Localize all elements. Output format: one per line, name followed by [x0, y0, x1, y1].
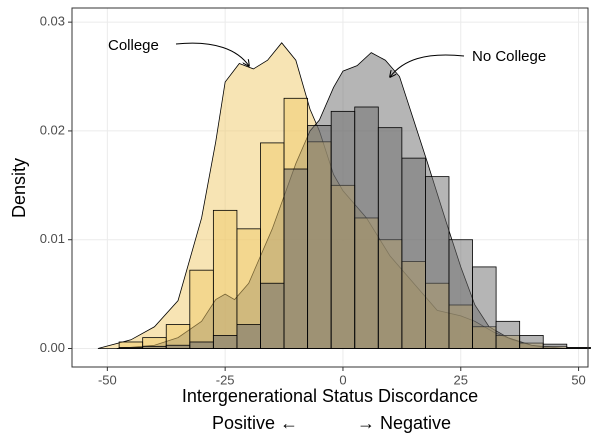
y-tick-label: 0.01 — [40, 231, 65, 246]
x-axis-sublabel: Positive ← — [212, 413, 298, 433]
histogram-bar — [189, 269, 214, 349]
x-tick-label: 0 — [339, 372, 346, 387]
annotation: No College — [472, 48, 546, 65]
histogram-bar — [495, 320, 521, 349]
histogram-bar — [425, 176, 450, 349]
x-tick-label: 50 — [571, 372, 585, 387]
histogram-bar — [212, 335, 238, 349]
histogram-bar — [519, 335, 544, 349]
histogram-bar — [236, 324, 261, 349]
histogram-bar — [566, 347, 591, 349]
x-tick-label: 25 — [454, 372, 468, 387]
histogram-bar — [189, 341, 214, 349]
x-tick-label: -50 — [98, 372, 117, 387]
y-tick-label: 0.02 — [40, 122, 65, 137]
annotation-arrow — [390, 54, 465, 77]
histogram-bar — [330, 110, 356, 349]
histogram-bar — [165, 344, 191, 349]
y-axis-label: Density — [9, 158, 29, 218]
x-axis-label: Intergenerational Status Discordance — [182, 386, 478, 406]
histogram-bar — [377, 127, 403, 349]
histogram-bar — [307, 125, 332, 349]
annotation: College — [108, 37, 159, 54]
histogram-bar — [448, 239, 473, 349]
histogram-bar — [542, 343, 568, 349]
x-axis-sublabel: → Negative — [357, 413, 451, 433]
annotation-arrow — [175, 42, 249, 66]
histogram-bar — [472, 266, 497, 349]
histogram-bar — [401, 157, 426, 349]
histogram-bar — [260, 282, 285, 349]
panel-border — [71, 7, 589, 368]
histogram-bar — [142, 345, 167, 349]
plot-area — [72, 8, 591, 367]
x-tick-label: -25 — [216, 372, 235, 387]
histogram-bar — [283, 168, 309, 349]
histogram-bar — [118, 347, 144, 349]
histogram-bar — [212, 209, 238, 349]
y-tick-label: 0.03 — [40, 14, 65, 29]
y-tick-label: 0.00 — [40, 340, 65, 355]
histogram-bar — [354, 106, 379, 349]
